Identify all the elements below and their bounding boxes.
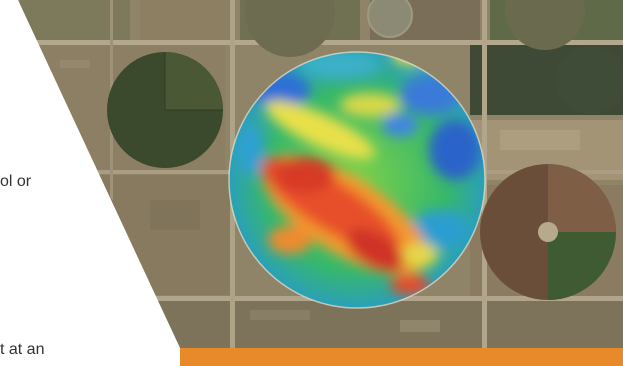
body-text-fragment-1: ol or (0, 173, 32, 190)
accent-bar (180, 348, 623, 366)
body-text-fragment-2: t at an (0, 341, 45, 358)
